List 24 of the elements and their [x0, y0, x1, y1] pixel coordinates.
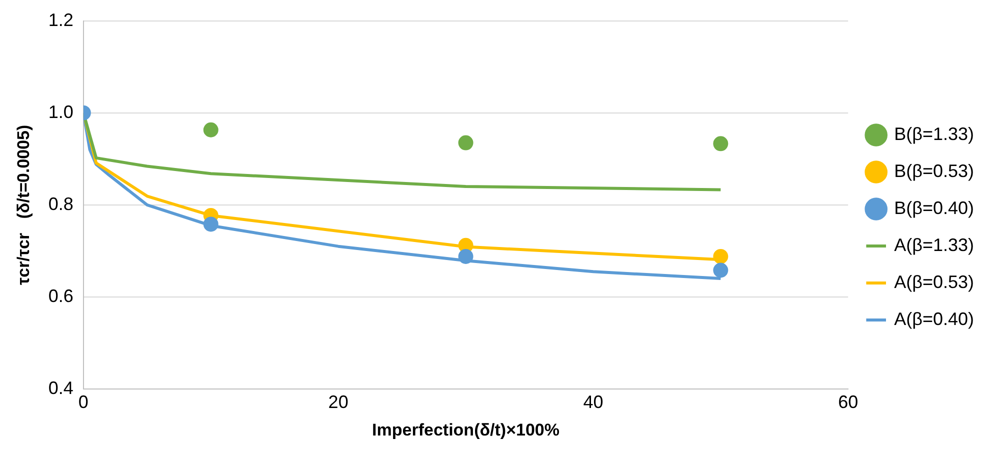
- x-tick-label: 60: [838, 392, 858, 412]
- y-tick-label: 1.0: [48, 102, 74, 122]
- x-axis-title: Imperfection(δ/t)×100%: [372, 420, 560, 440]
- y-axis-title: τcr/τcr (δ/t=0.0005): [14, 124, 33, 285]
- legend-label: A(β=0.40): [894, 308, 974, 329]
- point: [713, 248, 728, 264]
- legend-label: B(β=0.53): [894, 160, 974, 181]
- legend-label: B(β=0.40): [894, 198, 974, 218]
- x-tick-label: 0: [78, 392, 88, 412]
- x-tick-label: 40: [583, 392, 604, 412]
- y-tick-label: 1.2: [48, 10, 74, 30]
- point: [203, 216, 218, 232]
- point: [203, 122, 218, 138]
- point: [458, 135, 474, 150]
- y-tick-label: 0.6: [48, 286, 74, 306]
- legend-label: A(β=0.53): [894, 272, 974, 292]
- legend-label: B(β=1.33): [894, 124, 974, 144]
- point: [458, 248, 474, 264]
- point: [713, 262, 728, 278]
- x-tick-label: 20: [328, 392, 348, 412]
- legend-label: A(β=1.33): [894, 234, 974, 255]
- y-tick-label: 0.4: [48, 378, 74, 398]
- point: [713, 136, 728, 152]
- y-tick-label: 0.8: [48, 194, 74, 214]
